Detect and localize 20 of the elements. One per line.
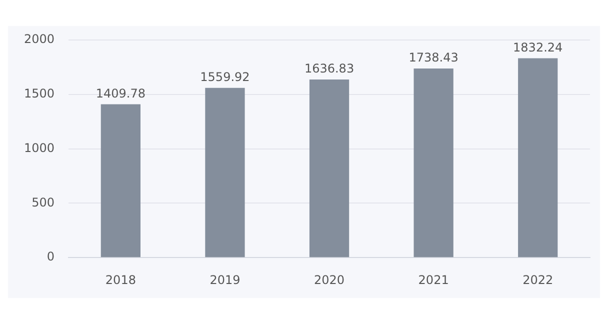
data-label: 1636.83 — [304, 62, 354, 76]
data-label: 1409.78 — [96, 86, 146, 100]
bar — [309, 80, 350, 258]
y-tick-label: 1500 — [24, 86, 55, 101]
y-tick-label: 500 — [32, 195, 55, 210]
bar — [100, 104, 140, 258]
y-tick-label: 0 — [46, 250, 55, 264]
bar — [518, 58, 558, 258]
x-tick-label: 2019 — [210, 272, 240, 287]
bar — [414, 68, 454, 258]
x-tick-label: 2021 — [418, 272, 449, 287]
x-tick-label: 2020 — [314, 272, 345, 287]
data-label: 1738.43 — [408, 50, 458, 65]
y-tick-label: 1000 — [24, 140, 55, 155]
x-tick-label: 2018 — [105, 272, 136, 287]
data-label: 1559.92 — [200, 70, 250, 84]
bar — [205, 88, 245, 258]
y-tick-label: 2000 — [24, 32, 55, 46]
x-tick-label: 2022 — [522, 272, 554, 287]
data-label: 1832.24 — [513, 40, 563, 54]
